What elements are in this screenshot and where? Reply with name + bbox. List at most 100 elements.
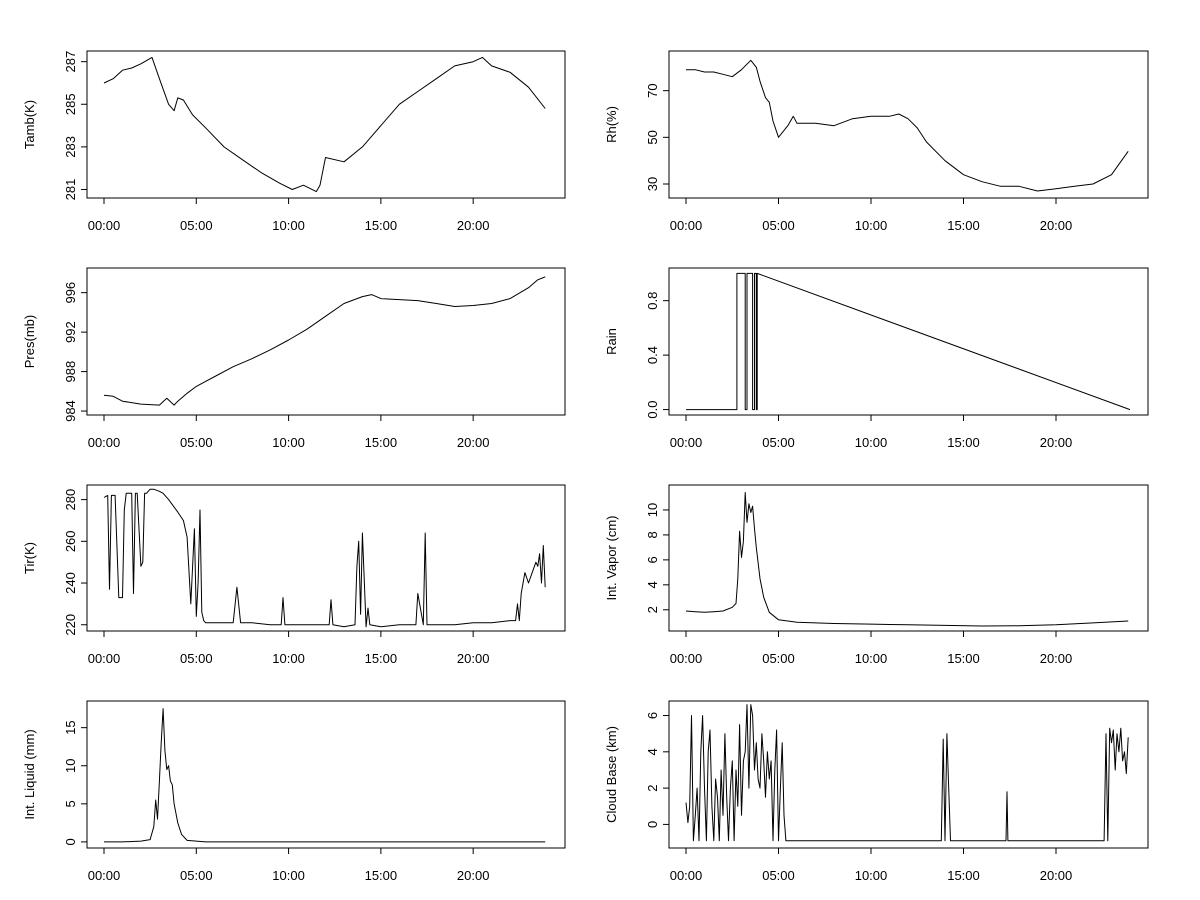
y-tick-label: 8 bbox=[645, 531, 660, 538]
y-tick-label: 4 bbox=[645, 581, 660, 588]
x-tick-label: 00:00 bbox=[670, 218, 703, 233]
y-tick-label: 0.4 bbox=[645, 346, 660, 364]
x-tick-label: 15:00 bbox=[947, 868, 980, 883]
series-line-cloud bbox=[685, 704, 1129, 842]
x-tick-label: 00:00 bbox=[88, 651, 121, 666]
y-tick-label: 30 bbox=[645, 177, 660, 191]
x-tick-label: 15:00 bbox=[947, 651, 980, 666]
x-tick-label: 20:00 bbox=[1040, 218, 1073, 233]
y-tick-label: 285 bbox=[63, 93, 78, 115]
x-tick-label: 20:00 bbox=[457, 218, 490, 233]
x-tick-label: 05:00 bbox=[762, 218, 795, 233]
x-tick-label: 05:00 bbox=[180, 218, 213, 233]
y-tick-label: 0 bbox=[645, 821, 660, 828]
plot-frame bbox=[668, 700, 1149, 849]
x-tick-label: 15:00 bbox=[947, 218, 980, 233]
y-tick-label: 988 bbox=[63, 361, 78, 383]
panel-tamb: 00:00 05:00 10:00 15:00 20:00 281 283 285 287 Tam… bbox=[22, 50, 566, 233]
y-tick-label: 70 bbox=[645, 83, 660, 97]
plot-frame bbox=[86, 700, 566, 849]
y-tick-label: 10 bbox=[63, 759, 78, 773]
y-axis-label: Tamb(K) bbox=[22, 100, 37, 149]
x-tick-label: 15:00 bbox=[947, 435, 980, 450]
y-axis-label: Cloud Base (km) bbox=[604, 726, 619, 823]
plot-frame bbox=[86, 267, 566, 416]
panel-rain: 00:00 05:00 10:00 15:00 20:00 0.0 0.4 0.8 Rain bbox=[604, 267, 1149, 450]
x-tick-label: 10:00 bbox=[272, 868, 305, 883]
panel-tir: 00:00 05:00 10:00 15:00 20:00 220 240 260 280 Tir… bbox=[22, 484, 566, 666]
y-axis-label: Int. Liquid (mm) bbox=[22, 729, 37, 819]
y-tick-label: 220 bbox=[63, 614, 78, 636]
y-tick-label: 6 bbox=[645, 556, 660, 563]
series-line-liquid bbox=[104, 708, 546, 843]
x-tick-label: 00:00 bbox=[670, 868, 703, 883]
x-tick-label: 10:00 bbox=[272, 218, 305, 233]
x-tick-label: 20:00 bbox=[1040, 435, 1073, 450]
series-line-tamb bbox=[103, 56, 546, 193]
x-tick-label: 05:00 bbox=[762, 435, 795, 450]
x-tick-label: 10:00 bbox=[855, 218, 888, 233]
y-axis-label: Pres(mb) bbox=[22, 315, 37, 368]
x-tick-label: 00:00 bbox=[88, 435, 121, 450]
y-tick-label: 50 bbox=[645, 130, 660, 144]
y-tick-label: 15 bbox=[63, 720, 78, 734]
y-tick-label: 287 bbox=[63, 51, 78, 73]
y-axis-label: Tir(K) bbox=[22, 542, 37, 574]
y-tick-label: 992 bbox=[63, 321, 78, 343]
x-tick-label: 05:00 bbox=[762, 868, 795, 883]
x-tick-label: 10:00 bbox=[272, 651, 305, 666]
panel-rh: 00:00 05:00 10:00 15:00 20:00 30 50 70 Rh(%) bbox=[604, 50, 1149, 233]
x-tick-label: 20:00 bbox=[457, 651, 490, 666]
y-tick-label: 996 bbox=[63, 282, 78, 304]
x-tick-label: 20:00 bbox=[1040, 651, 1073, 666]
x-tick-label: 20:00 bbox=[457, 868, 490, 883]
y-tick-label: 0.0 bbox=[645, 401, 660, 419]
plot-frame bbox=[86, 50, 566, 199]
series-line-rh bbox=[686, 59, 1129, 192]
x-tick-label: 00:00 bbox=[88, 218, 121, 233]
y-axis-label: Int. Vapor (cm) bbox=[604, 515, 619, 600]
y-tick-label: 984 bbox=[63, 400, 78, 422]
y-axis-label: Rh(%) bbox=[604, 106, 619, 143]
y-tick-label: 4 bbox=[645, 748, 660, 755]
x-tick-label: 05:00 bbox=[762, 651, 795, 666]
x-tick-label: 15:00 bbox=[365, 218, 398, 233]
x-tick-label: 00:00 bbox=[670, 651, 703, 666]
y-tick-label: 10 bbox=[645, 503, 660, 517]
panel-vapor: 00:00 05:00 10:00 15:00 20:00 2 4 6 8 10 Int. Vapo… bbox=[604, 484, 1149, 666]
plot-frame bbox=[668, 50, 1149, 199]
plot-frame bbox=[668, 484, 1149, 632]
x-tick-label: 10:00 bbox=[855, 868, 888, 883]
panel-cloud: 00:00 05:00 10:00 15:00 20:00 0 2 4 6 Cloud Base … bbox=[604, 700, 1149, 883]
y-axis-label: Rain bbox=[604, 328, 619, 355]
x-tick-label: 15:00 bbox=[365, 435, 398, 450]
y-tick-label: 0.8 bbox=[645, 292, 660, 310]
y-tick-label: 2 bbox=[645, 606, 660, 613]
x-tick-label: 10:00 bbox=[855, 435, 888, 450]
x-tick-label: 10:00 bbox=[272, 435, 305, 450]
x-tick-label: 15:00 bbox=[365, 868, 398, 883]
y-tick-label: 6 bbox=[645, 712, 660, 719]
x-tick-label: 05:00 bbox=[180, 868, 213, 883]
x-tick-label: 20:00 bbox=[1040, 868, 1073, 883]
x-tick-label: 05:00 bbox=[180, 435, 213, 450]
y-tick-label: 281 bbox=[63, 179, 78, 201]
y-tick-label: 0 bbox=[63, 838, 78, 845]
y-tick-label: 260 bbox=[63, 530, 78, 552]
x-tick-label: 20:00 bbox=[457, 435, 490, 450]
x-tick-label: 15:00 bbox=[365, 651, 398, 666]
x-tick-label: 10:00 bbox=[855, 651, 888, 666]
y-tick-label: 280 bbox=[63, 489, 78, 511]
y-tick-label: 283 bbox=[63, 136, 78, 158]
series-line-tir bbox=[103, 488, 546, 628]
y-tick-label: 240 bbox=[63, 572, 78, 594]
series-line-rain bbox=[686, 272, 1131, 411]
plot-frame bbox=[86, 484, 566, 632]
panel-liquid: 00:00 05:00 10:00 15:00 20:00 0 5 10 15 Int. Liqu… bbox=[22, 700, 566, 883]
x-tick-label: 00:00 bbox=[670, 435, 703, 450]
plot-frame bbox=[668, 267, 1149, 416]
series-line-vapor bbox=[685, 492, 1129, 627]
x-tick-label: 05:00 bbox=[180, 651, 213, 666]
